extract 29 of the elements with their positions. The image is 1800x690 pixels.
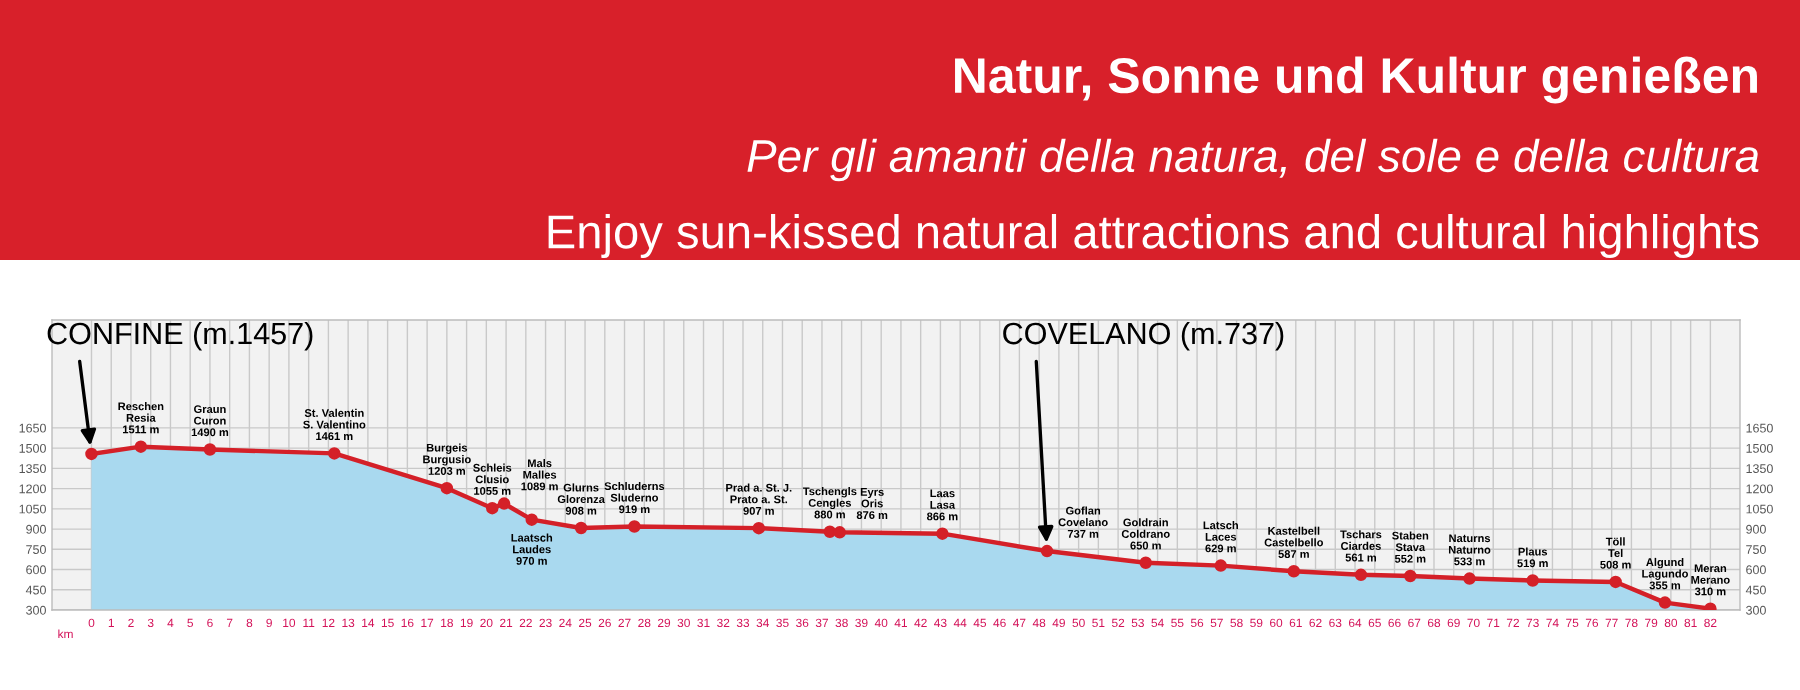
point [628, 520, 641, 533]
point [440, 481, 454, 495]
point [823, 525, 837, 539]
annotation: COVELANO (m.737) [1003, 321, 1284, 351]
point [525, 513, 538, 526]
point [936, 527, 949, 540]
point [1354, 568, 1368, 582]
point [497, 497, 511, 510]
point [1658, 596, 1672, 609]
point [1214, 559, 1228, 572]
annotation: CONFINE (m.1457) [47, 321, 313, 351]
point [134, 440, 148, 453]
point [1040, 544, 1054, 558]
point [328, 447, 341, 460]
point [85, 447, 98, 461]
point [833, 526, 846, 539]
point [1609, 575, 1622, 589]
point [752, 521, 766, 535]
point [574, 521, 588, 535]
point [1526, 574, 1539, 587]
point [203, 443, 217, 456]
point [1463, 572, 1476, 585]
point [1139, 556, 1152, 570]
chart-title: Natur, Sonne und Kultur genießen [955, 56, 1757, 104]
point [1404, 569, 1417, 583]
point [486, 501, 499, 515]
point [1287, 565, 1301, 578]
chart-subtitle: Per gli amanti della natura, del sole e della cultura [747, 138, 1759, 182]
text: Enjoy sun-kissed natural attractions and cultural highlights [548, 213, 1759, 259]
